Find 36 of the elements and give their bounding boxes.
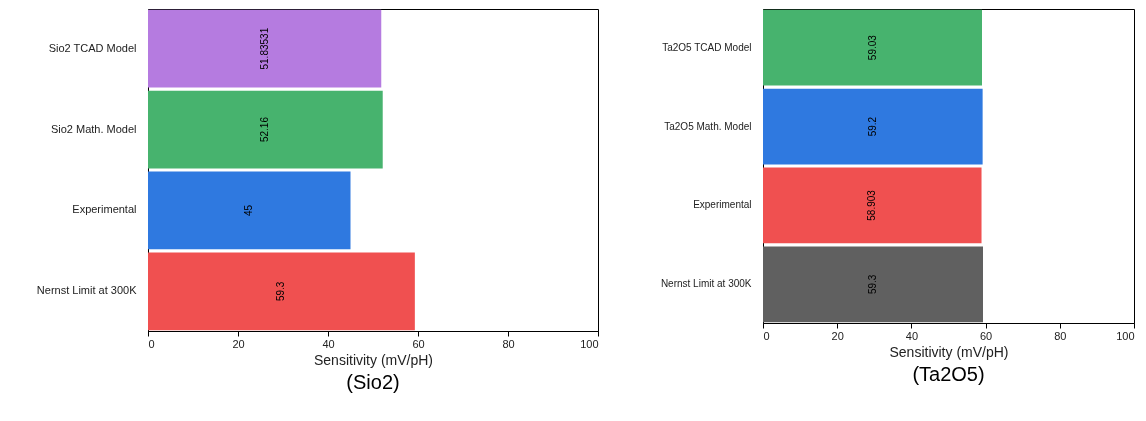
bar — [148, 90, 383, 169]
y-tick-label: Ta2O5 TCAD Model — [662, 41, 752, 53]
x-tick-label: 40 — [905, 329, 919, 342]
y-tick-label: Nernst Limit at 300K — [660, 278, 752, 290]
x-tick-label: 0 — [148, 337, 155, 350]
y-tick-label: Ta2O5 Math. Model — [664, 120, 752, 132]
data-label: 59.2 — [866, 116, 878, 137]
y-tick-label: Nernst Limit at 300K — [36, 284, 138, 297]
x-tick-label: 20 — [831, 329, 844, 342]
bar — [148, 252, 415, 331]
x-tick-label: 80 — [502, 337, 515, 350]
y-tick-label: Sio2 TCAD Model — [48, 41, 137, 54]
data-label: 59.3 — [867, 274, 878, 295]
y-tick-label: Sio2 Math. Model — [50, 122, 137, 135]
x-tick-label: 0 — [763, 329, 770, 342]
x-tick-label: 80 — [1054, 329, 1067, 342]
data-label: 45 — [243, 204, 255, 217]
x-tick-label: 60 — [979, 329, 993, 342]
bar — [148, 9, 382, 88]
x-tick-label: 60 — [412, 337, 425, 350]
text: (Sio2) — [346, 371, 400, 393]
x-tick-label: 100 — [580, 337, 599, 350]
x-tick-label: 100 — [1116, 329, 1135, 342]
x-axis-title: Sensitivity (mV/pH) — [313, 351, 434, 368]
x-axis-title: Sensitivity (mV/pH) — [889, 343, 1009, 360]
bar — [148, 171, 351, 250]
data-label: 51.83531 — [258, 27, 270, 70]
text: (Ta2O5) — [912, 363, 985, 385]
data-label: 58.903 — [866, 189, 878, 221]
data-label: 59.3 — [275, 281, 287, 302]
x-tick-label: 40 — [322, 337, 335, 350]
data-label: 59.03 — [866, 34, 878, 61]
x-tick-label: 20 — [232, 337, 245, 350]
y-tick-label: Experimental — [693, 199, 752, 211]
y-tick-label: Experimental — [72, 203, 137, 216]
data-label: 52.16 — [259, 116, 271, 143]
